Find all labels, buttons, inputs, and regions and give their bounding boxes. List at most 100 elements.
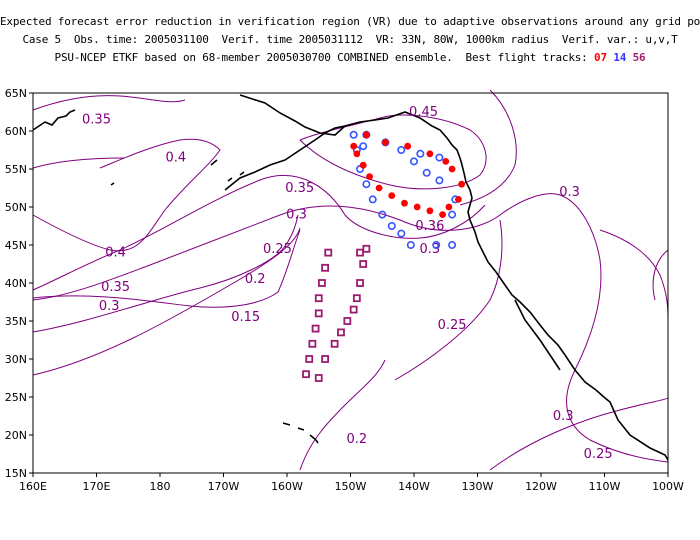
track-14-marker xyxy=(448,241,457,250)
track-07-marker xyxy=(350,142,358,150)
coast-westcoast xyxy=(467,189,669,461)
contour-0.5 xyxy=(599,229,669,321)
y-tick-label: 25N xyxy=(5,391,27,404)
track-14-marker xyxy=(397,146,406,155)
track-07-marker xyxy=(426,207,434,215)
track-56-marker xyxy=(356,279,364,287)
x-tick-label: 130W xyxy=(462,480,494,493)
track-56-marker xyxy=(311,324,320,333)
track-07-marker xyxy=(413,203,421,211)
contour-0.2 xyxy=(32,214,299,333)
y-tick-label: 65N xyxy=(5,87,27,100)
track-07-marker xyxy=(375,184,383,192)
track-14-marker xyxy=(359,142,368,151)
track-56-marker xyxy=(321,263,330,272)
coast-alaska-peninsula xyxy=(224,125,346,191)
track-14-marker xyxy=(397,229,406,238)
track-56-marker xyxy=(356,248,364,257)
contour-label: 0.35 xyxy=(101,280,130,295)
track-14-marker xyxy=(448,210,457,219)
contour-label: 0.36 xyxy=(415,219,444,234)
contour-0.3 xyxy=(32,193,669,463)
y-tick-label: 50N xyxy=(5,201,27,214)
track-07-marker xyxy=(426,150,434,158)
contour-0.25c xyxy=(489,397,669,471)
coast-kamchatka xyxy=(32,109,76,131)
track-07-marker xyxy=(353,150,361,158)
x-tick-label: 160E xyxy=(19,480,47,493)
coast-islands xyxy=(110,159,245,186)
track-56-marker xyxy=(349,305,358,314)
x-tick-label: 140W xyxy=(398,480,430,493)
track-14-marker xyxy=(422,168,431,177)
x-tick-label: 170W xyxy=(208,480,240,493)
track-07-marker xyxy=(362,131,370,139)
y-tick-label: 15N xyxy=(5,467,27,480)
track-07-marker xyxy=(455,196,462,203)
track-07-marker xyxy=(458,180,466,188)
coastlines xyxy=(32,94,669,461)
track-56-marker xyxy=(314,294,323,303)
track-07-marker xyxy=(366,173,373,181)
track-14-marker xyxy=(435,176,444,185)
track-56-marker xyxy=(343,317,352,325)
y-tick-label: 35N xyxy=(5,315,27,328)
contour-0.4b xyxy=(32,157,126,169)
track-14-marker xyxy=(362,180,371,189)
track-14-marker xyxy=(432,241,441,250)
contour-lines xyxy=(32,89,669,471)
contour-labels: 0.35 0.4 0.45 0.35 0.3 0.3 0.36 0.3 0.25 0.4 0.2 0.… xyxy=(82,105,613,462)
track-56-marker xyxy=(308,339,317,348)
x-tick-label: 170E xyxy=(83,480,111,493)
track-14-marker xyxy=(349,130,358,139)
contour-label: 0.3 xyxy=(553,409,574,424)
coast-baja xyxy=(514,299,561,371)
track-14-marker xyxy=(416,149,425,158)
track-56-marker xyxy=(359,260,368,268)
track-56-marker xyxy=(314,309,323,318)
track-07-marker xyxy=(401,199,408,207)
contour-label: 0.45 xyxy=(409,105,438,120)
track-07-marker xyxy=(445,203,453,211)
contour-0.35b xyxy=(32,95,186,111)
track-56-marker xyxy=(318,279,326,287)
track-56-marker xyxy=(321,355,330,363)
x-tick-label: 160W xyxy=(271,480,303,493)
contour-label: 0.4 xyxy=(166,151,187,166)
coast-hawaii xyxy=(282,422,319,444)
flight-track-markers xyxy=(302,130,466,382)
coast-alaska xyxy=(239,94,471,191)
track-07-marker xyxy=(442,158,450,165)
contour-label: 0.3 xyxy=(559,185,580,200)
contour-0.2b xyxy=(299,359,386,471)
track-56-marker xyxy=(337,328,345,337)
x-tick-label: 110W xyxy=(589,480,621,493)
contour-0.25b xyxy=(394,219,503,381)
contour-label: 0.3 xyxy=(99,299,120,314)
contour-label: 0.25 xyxy=(263,242,292,257)
track-56-marker xyxy=(305,355,314,363)
track-14-marker xyxy=(406,241,415,250)
contour-label: 0.25 xyxy=(438,318,467,333)
y-tick-label: 40N xyxy=(5,277,27,290)
track-56-marker xyxy=(302,370,310,379)
contour-label: 0.4 xyxy=(105,246,126,261)
track-14-marker xyxy=(368,195,377,204)
track-14-marker xyxy=(435,153,444,162)
contour-label: 0.35 xyxy=(285,181,314,196)
track-07-marker xyxy=(382,139,389,146)
track-56-marker xyxy=(330,339,339,348)
track-07-marker xyxy=(404,142,412,150)
track-56-marker xyxy=(324,248,333,257)
y-tick-label: 60N xyxy=(5,125,27,138)
x-tick-label: 120W xyxy=(525,480,557,493)
contour-label: 0.2 xyxy=(347,432,368,447)
track-56-marker xyxy=(314,374,323,382)
figure-title-line1: Expected forecast error reduction in ver… xyxy=(0,15,700,28)
contour-label: 0.3 xyxy=(420,242,441,257)
contour-0.35 xyxy=(32,175,486,291)
contour-label: 0.3 xyxy=(286,208,307,223)
x-tick-label: 150W xyxy=(335,480,367,493)
track-label-56: 56 xyxy=(632,51,646,64)
